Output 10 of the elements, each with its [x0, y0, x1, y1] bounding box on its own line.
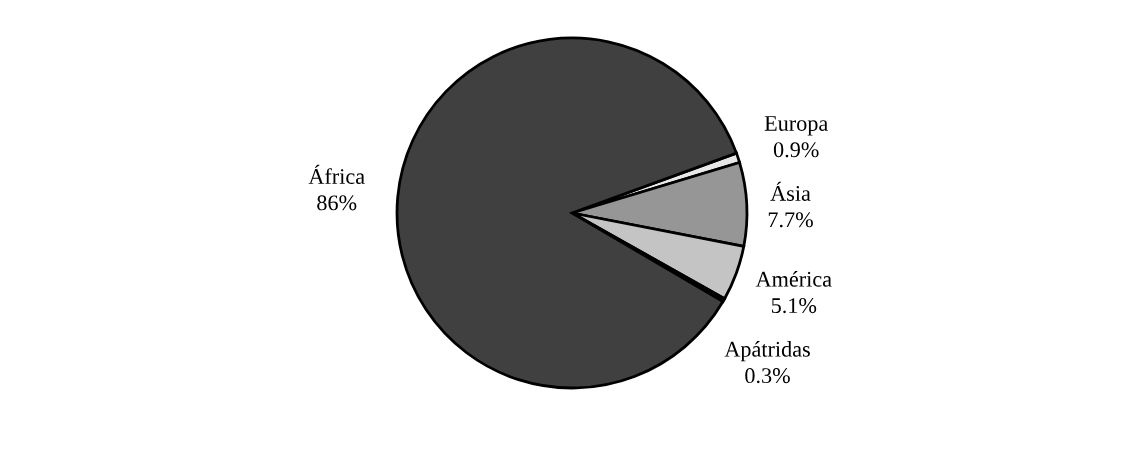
slice-label: Europa [764, 116, 828, 136]
slice-label: América [755, 271, 832, 287]
data-label: 5.1% [771, 298, 817, 314]
data-label: 0.9% [773, 142, 819, 158]
data-label: 86% [317, 195, 357, 211]
slice-label: Ásia [770, 181, 811, 201]
data-label: 7.7% [768, 212, 813, 228]
slice-label: África [308, 164, 365, 184]
slice-label: Apátridas [724, 341, 810, 362]
data-label: 0.3% [745, 368, 790, 384]
